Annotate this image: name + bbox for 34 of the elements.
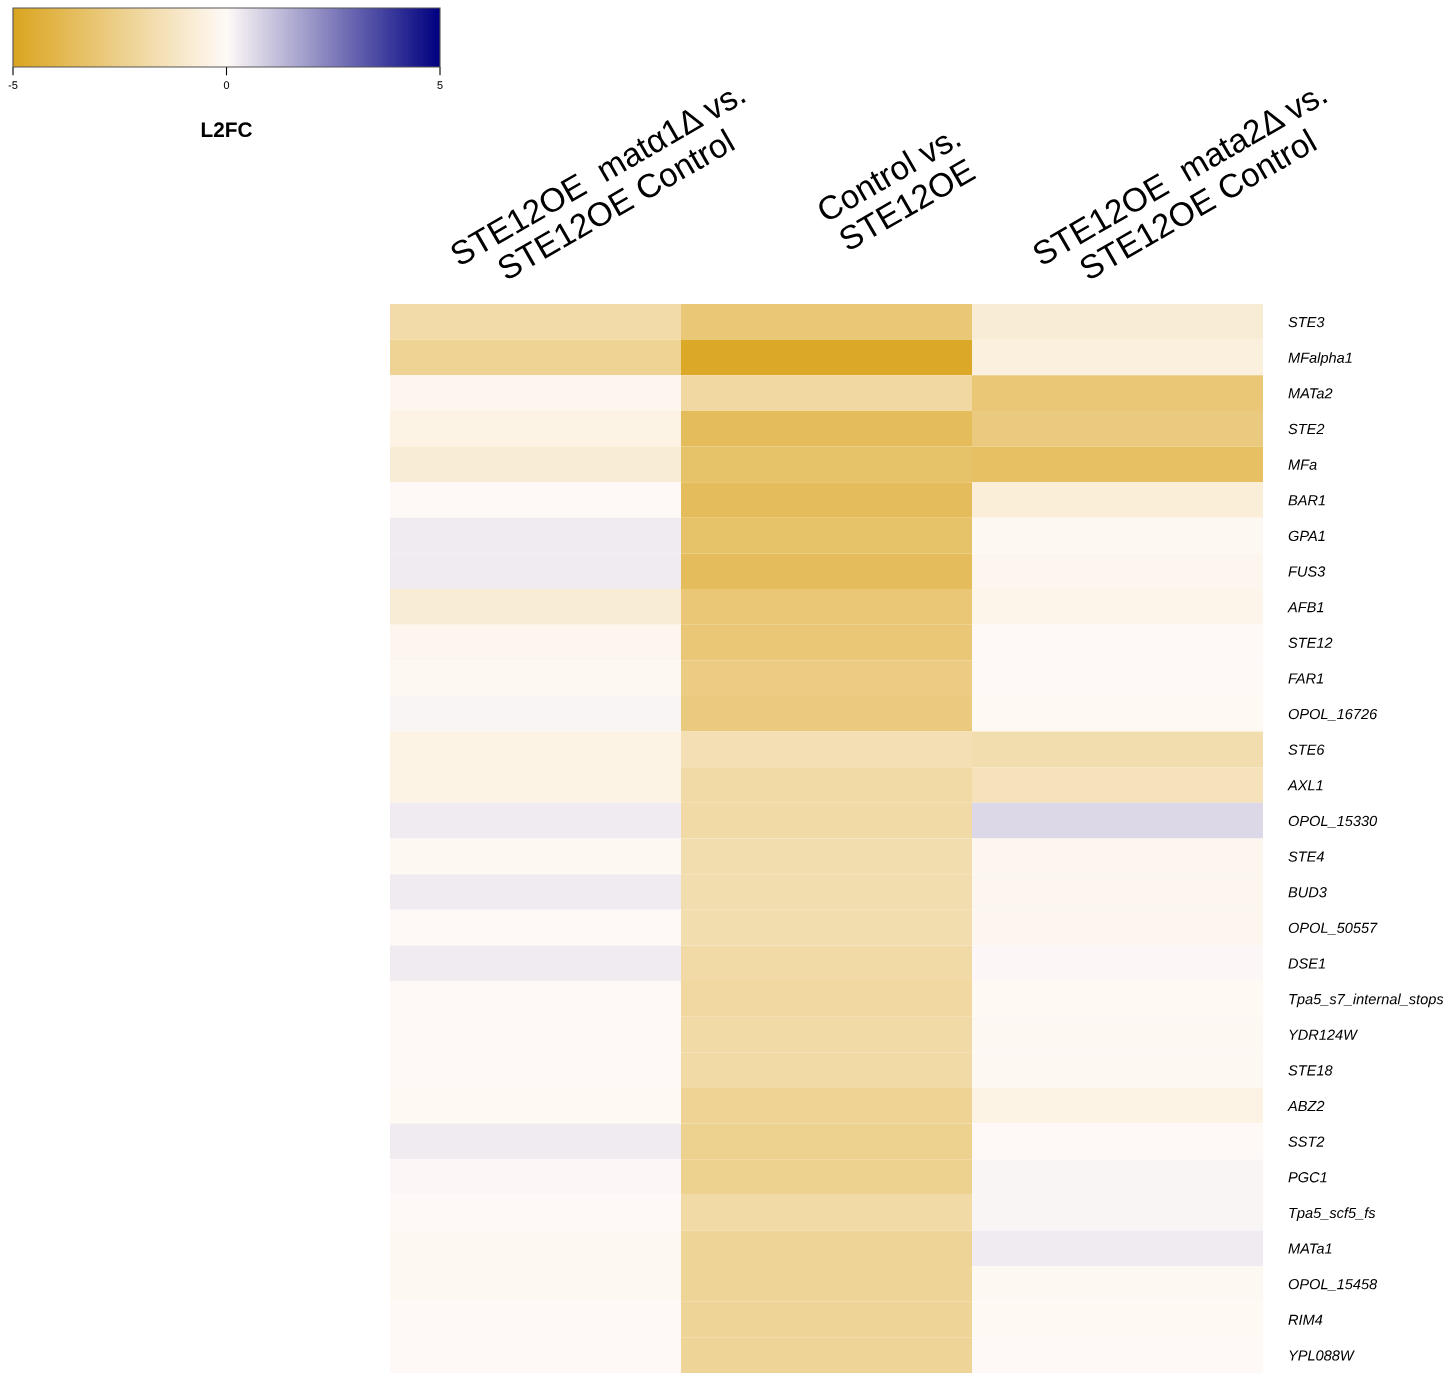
y-tick-label: RIM4 bbox=[1288, 1314, 1323, 1325]
y-tick-label: STE2 bbox=[1288, 423, 1325, 435]
y-tick-label: MFa bbox=[1288, 459, 1317, 470]
y-tick-label: Tpa5_s7_internal_stops bbox=[1289, 993, 1444, 1008]
y-tick-label: AFB1 bbox=[1287, 602, 1324, 613]
y-tick-label: MATa2 bbox=[1288, 388, 1333, 399]
y-tick-label: DSE1 bbox=[1288, 958, 1325, 969]
color-bar-label: 0 bbox=[223, 81, 230, 90]
y-tick-label: MFalpha1 bbox=[1288, 352, 1352, 366]
y-tick-label: FUS3 bbox=[1288, 566, 1326, 577]
y-tick-label: BUD3 bbox=[1288, 887, 1327, 898]
y-tick-label: Tpa5_scf5_fs bbox=[1289, 1207, 1376, 1221]
y-tick-label: GPA1 bbox=[1288, 530, 1325, 542]
y-tick-label: FAR1 bbox=[1288, 673, 1323, 684]
y-tick-label: ABZ2 bbox=[1287, 1100, 1325, 1112]
y-tick-label: SST2 bbox=[1288, 1136, 1325, 1147]
color-bar-label: -5 bbox=[8, 81, 18, 90]
y-tick-label: STE4 bbox=[1288, 851, 1324, 862]
y-tick-label: YDR124W bbox=[1289, 1029, 1359, 1040]
y-tick-label: OPOL_16726 bbox=[1288, 708, 1378, 721]
y-tick-label: YPL088W bbox=[1289, 1350, 1355, 1361]
color-bar-label: 5 bbox=[437, 81, 443, 90]
y-tick-label: OPOL_15330 bbox=[1288, 815, 1378, 828]
y-tick-label: MATa1 bbox=[1288, 1243, 1332, 1254]
color-bar-title: L2FC bbox=[201, 122, 252, 138]
y-tick-label: OPOL_15458 bbox=[1288, 1279, 1378, 1291]
y-tick-label: STE3 bbox=[1288, 316, 1325, 328]
y-tick-label: BAR1 bbox=[1288, 495, 1325, 506]
y-tick-label: OPOL_50557 bbox=[1288, 922, 1378, 935]
y-tick-label: PGC1 bbox=[1288, 1172, 1327, 1183]
y-tick-label: STE6 bbox=[1288, 744, 1325, 755]
y-tick-label: STE12 bbox=[1288, 637, 1333, 648]
y-tick-label: AXL1 bbox=[1287, 780, 1323, 791]
y-tick-label: STE18 bbox=[1288, 1065, 1333, 1076]
